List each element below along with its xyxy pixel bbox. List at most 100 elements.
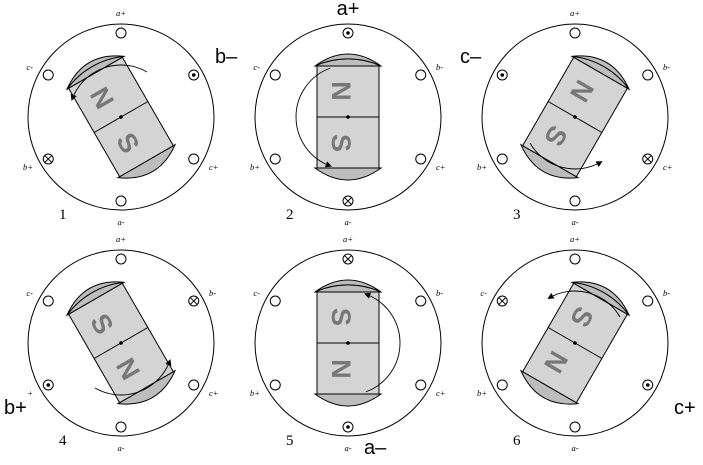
rotation-arrow bbox=[529, 142, 603, 170]
coil-label-b-right: b- bbox=[663, 288, 670, 298]
coil-label-a-bottom: a- bbox=[117, 217, 124, 227]
coil-label-b-left: b+ bbox=[250, 162, 260, 172]
rotor: SN bbox=[313, 279, 383, 407]
stator-ring bbox=[27, 249, 215, 437]
stator-slot-top bbox=[115, 253, 127, 265]
motor-step-5: SNa+a-b-b+c-c+5 bbox=[250, 234, 446, 453]
coil-label-c-left: c- bbox=[480, 288, 487, 298]
current-out-dot-icon bbox=[645, 383, 650, 387]
stator-slot-right-lower bbox=[415, 379, 427, 391]
rotor-axis-dot bbox=[573, 115, 577, 119]
step-number: 6 bbox=[513, 433, 521, 449]
stator-slot-top bbox=[569, 253, 581, 265]
label-b-minus-external: b– bbox=[215, 46, 238, 68]
step-number: 1 bbox=[59, 207, 67, 223]
label-a-minus-external: a– bbox=[364, 437, 387, 459]
current-out-dot-icon bbox=[346, 425, 350, 429]
rotation-arrow bbox=[70, 64, 148, 101]
current-out-dot-icon bbox=[46, 383, 51, 387]
stator-slot-right-upper bbox=[415, 69, 427, 81]
stator-ring bbox=[481, 249, 669, 437]
coil-label-a-top: a+ bbox=[343, 234, 353, 244]
stator-slot-left-lower bbox=[496, 379, 508, 391]
rotor-pole-bottom-letter: S bbox=[326, 134, 356, 152]
coil-label-a-top: a+ bbox=[116, 234, 126, 244]
stator-slot-right-upper bbox=[642, 295, 654, 307]
stator-slot-right-upper bbox=[642, 69, 654, 81]
coil-label-b-right: b- bbox=[436, 62, 443, 72]
label-c-plus-external: c+ bbox=[674, 397, 696, 419]
rotation-arrow bbox=[295, 67, 332, 168]
rotation-arrow bbox=[94, 359, 172, 396]
stator-slot-bottom bbox=[115, 195, 127, 207]
step-number: 3 bbox=[513, 207, 521, 223]
coil-label-a-bottom: a- bbox=[571, 217, 578, 227]
motor-step-3: NS a+ a-b-b+ c+ 3 bbox=[477, 8, 673, 227]
rotor-pole-shoe-top bbox=[313, 279, 383, 293]
rotor-pole-bottom-letter: N bbox=[326, 359, 356, 379]
coil-label-c-right: c+ bbox=[209, 162, 219, 172]
current-in-cross-icon bbox=[190, 297, 198, 305]
stator-ring bbox=[481, 23, 669, 211]
current-in-cross-icon bbox=[344, 197, 352, 205]
coil-label-c-right: c+ bbox=[436, 388, 446, 398]
stator-slot-top bbox=[115, 27, 127, 39]
coil-label-a-bottom: a- bbox=[344, 217, 351, 227]
label-a-plus-external: a+ bbox=[337, 0, 360, 20]
stator-slot-left-upper bbox=[269, 295, 281, 307]
rotor: NS bbox=[519, 55, 631, 179]
stator-slot-left-upper bbox=[42, 295, 54, 307]
coil-label-b-right: b- bbox=[663, 62, 670, 72]
coil-label-c-right: c+ bbox=[436, 162, 446, 172]
stator-ring bbox=[254, 249, 442, 437]
stator-slot-right-lower bbox=[415, 153, 427, 165]
stator-ring bbox=[254, 23, 442, 211]
label-c-minus-external: c– bbox=[460, 46, 482, 68]
stator-slot-left-lower bbox=[496, 153, 508, 165]
current-in-cross-icon bbox=[644, 155, 652, 163]
coil-label-c-right: c+ bbox=[663, 162, 673, 172]
stator-slot-bottom bbox=[569, 421, 581, 433]
coil-label-b-left: + bbox=[27, 388, 33, 398]
coil-label-c-left: c- bbox=[253, 288, 260, 298]
coil-label-c-left: c- bbox=[26, 62, 33, 72]
rotor-pole-shoe-bottom bbox=[313, 167, 383, 181]
rotor-axis-dot bbox=[119, 115, 123, 119]
rotation-arrow bbox=[547, 290, 621, 318]
coil-label-b-left: b+ bbox=[477, 162, 487, 172]
coil-label-a-top: a+ bbox=[116, 8, 126, 18]
coil-label-b-left: b+ bbox=[250, 388, 260, 398]
rotor: NS bbox=[65, 55, 177, 179]
coil-label-b-right: b- bbox=[436, 288, 443, 298]
stator-slot-left-upper bbox=[269, 69, 281, 81]
rotor-pole-top-letter: S bbox=[326, 308, 356, 326]
coil-label-a-bottom: a- bbox=[117, 443, 124, 453]
coil-label-a-top: a+ bbox=[570, 8, 580, 18]
stator-slot-right-lower bbox=[188, 379, 200, 391]
rotor-pole-shoe-bottom bbox=[313, 393, 383, 407]
current-in-cross-icon bbox=[44, 155, 52, 163]
coil-label-b-left: b+ bbox=[477, 388, 487, 398]
stator-slot-left-lower bbox=[269, 379, 281, 391]
motor-step-6: SN a+ a-b-b+ c- 6 bbox=[477, 234, 670, 453]
stator-slot-right-upper bbox=[415, 295, 427, 307]
rotor: SN bbox=[519, 281, 631, 405]
stator-slot-top bbox=[569, 27, 581, 39]
rotor-axis-dot bbox=[573, 341, 577, 345]
stator-slot-bottom bbox=[569, 195, 581, 207]
coil-label-a-top: a+ bbox=[570, 234, 580, 244]
rotor-pole-shoe-top bbox=[313, 53, 383, 67]
current-out-dot-icon bbox=[500, 73, 505, 77]
current-out-dot-icon bbox=[346, 31, 350, 35]
motor-step-1: NS a+ a-b+ c-c+ 1 bbox=[23, 8, 219, 227]
rotor: NS bbox=[313, 53, 383, 181]
rotor-axis-dot bbox=[346, 341, 350, 345]
motor-step-2: NSa-b-b+c-c+2 bbox=[250, 23, 446, 227]
stator-slot-bottom bbox=[115, 421, 127, 433]
coil-label-a-bottom: a- bbox=[344, 443, 351, 453]
coil-label-b-left: b+ bbox=[23, 162, 33, 172]
stator-ring bbox=[27, 23, 215, 211]
step-number: 2 bbox=[286, 207, 294, 223]
